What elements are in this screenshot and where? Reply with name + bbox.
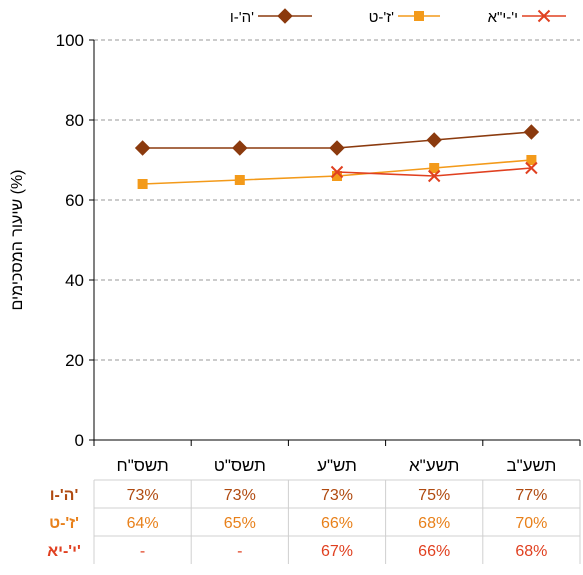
legend-label: י'-י"א [488,9,518,26]
data-point [525,161,538,175]
series [134,124,540,189]
y-tick-label: 100 [56,31,84,50]
data-point [232,140,248,156]
data-point [277,8,293,24]
table-cell: 73% [127,487,159,504]
table-cell: 67% [321,543,353,560]
y-tick-label: 40 [65,271,84,290]
table-cell: 73% [321,487,353,504]
series-group [137,155,537,189]
data-point [134,140,151,156]
y-tick-label: 60 [65,191,84,210]
data-point [523,124,540,140]
table-cell: 73% [224,487,256,504]
legend-item: ז'-ט' [369,9,440,26]
table-row-label: ז'-ט' [49,515,79,532]
table-row-label: י'-יא' [47,543,81,560]
data-point [426,132,442,148]
data-point [332,171,342,181]
data-point [137,179,148,189]
table-row: ז'-ט' 64% 65% 66% 68% 70% [49,515,547,532]
legend-label: ה'-ו' [230,9,254,26]
x-category-label: תשע"ב [506,456,556,475]
table-cell: - [237,543,242,560]
table-cell: 68% [515,543,547,560]
table-cell: 75% [418,487,450,504]
table-cell: 70% [515,515,547,532]
data-table: ה'-ו' 73% 73% 73% 75% 77% ז'-ט' 64% 65% 66% 68% 70%… [47,479,581,564]
data-point [414,11,424,21]
data-point [526,155,537,165]
x-category-label: תש"ע [317,456,357,475]
data-point [234,175,245,185]
table-cell: 66% [418,543,450,560]
y-axis-label: שיעור המסכימים (%) [9,169,26,310]
table-row: י'-יא' - - 67% 66% 68% [47,543,547,560]
axes [89,39,581,446]
y-tick-label: 20 [65,351,84,370]
table-row-label: ה'-ו' [50,487,79,504]
table-cell: 65% [224,515,256,532]
table-cell: 68% [418,515,450,532]
x-categories: תשס"ח תשס"ט תש"ע תשע"א תשע"ב [117,456,557,475]
data-point [537,9,551,23]
series-group [134,124,540,156]
x-category-label: תשע"א [409,456,459,475]
table-row: ה'-ו' 73% 73% 73% 75% 77% [50,487,548,504]
table-cell: 77% [515,487,547,504]
series-group [330,161,538,183]
legend-item: י'-י"א [488,9,566,26]
legend: ה'-ו' ז'-ט' י'-י"א [230,8,566,26]
x-category-label: תשס"ט [214,456,266,475]
table-cell: 66% [321,515,353,532]
data-point [427,169,441,183]
legend-label: ז'-ט' [369,9,395,26]
legend-item: ה'-ו' [230,8,312,26]
x-category-label: תשס"ח [117,456,169,475]
table-cell: 64% [127,515,159,532]
y-tick-label: 80 [65,111,84,130]
data-point [329,140,345,156]
table-cell: - [140,543,145,560]
y-tick-label: 0 [75,431,84,450]
data-point [429,163,440,173]
y-ticks: 0 20 40 60 80 100 [56,31,84,450]
grid [94,39,580,361]
data-point [330,165,344,179]
